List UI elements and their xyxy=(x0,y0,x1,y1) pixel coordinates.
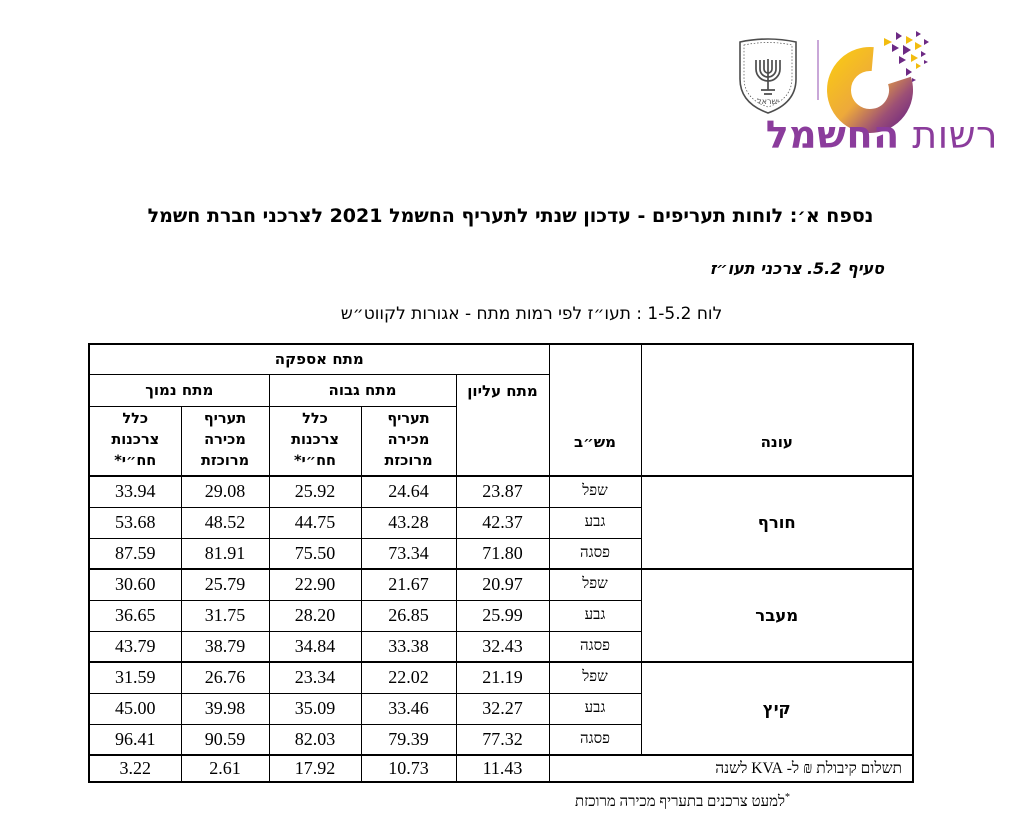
capacity-value-cell: 17.92 xyxy=(268,754,362,783)
table-caption: לוח 1-5.2 : תעו״ז לפי רמות מתח - אגורות … xyxy=(340,304,723,324)
header-lv-all-consumers: כלל צרכנות חח״י* xyxy=(88,405,182,477)
mashav-cell: פסגה xyxy=(548,537,642,570)
emblem-label: ישראל xyxy=(757,97,779,106)
header-lv-central-sale: תעריף מכירה מרוכזת xyxy=(180,405,270,477)
header-hv-all-consumers: כלל צרכנות חח״י* xyxy=(268,405,362,477)
header-season: עונה xyxy=(640,343,914,477)
tariff-value-cell: 73.34 xyxy=(360,537,457,570)
tariff-value-cell: 90.59 xyxy=(180,723,270,756)
tariff-value-cell: 53.68 xyxy=(88,506,182,539)
logo-wordmark: רשות החשמל xyxy=(766,116,998,154)
capacity-value-cell: 11.43 xyxy=(455,754,550,783)
footnote-text: למעט צרכנים בתעריף מכירה מרוכזת xyxy=(574,794,785,810)
capacity-row: תשלום קיבולת ₪ ל- KVA לשנה 11.43 10.73 1… xyxy=(88,754,914,783)
tariff-value-cell: 25.92 xyxy=(268,475,362,508)
capacity-value-cell: 10.73 xyxy=(360,754,457,783)
tariff-value-cell: 22.02 xyxy=(360,661,457,694)
tariff-value-cell: 42.37 xyxy=(455,506,550,539)
tariff-value-cell: 33.46 xyxy=(360,692,457,725)
table-row: מעבר שפל 20.97 21.67 22.90 25.79 30.60 xyxy=(88,568,914,663)
tariff-value-cell: 29.08 xyxy=(180,475,270,508)
tariff-value-cell: 44.75 xyxy=(268,506,362,539)
mashav-cell: גבע xyxy=(548,692,642,725)
tariff-value-cell: 48.52 xyxy=(180,506,270,539)
tariff-value-cell: 21.19 xyxy=(455,661,550,694)
mashav-cell: שפל xyxy=(548,661,642,694)
tariff-value-cell: 31.59 xyxy=(88,661,182,694)
israel-state-emblem-icon: ישראל xyxy=(739,38,797,114)
tariff-value-cell: 28.20 xyxy=(268,599,362,632)
electricity-authority-ring-icon xyxy=(827,31,929,133)
tariff-value-cell: 21.67 xyxy=(360,568,457,601)
mashav-cell: פסגה xyxy=(548,630,642,663)
tariff-value-cell: 33.38 xyxy=(360,630,457,663)
tariff-value-cell: 38.79 xyxy=(180,630,270,663)
logo-scatter-triangles xyxy=(884,31,929,82)
table-row: גבע 32.27 33.46 35.09 39.98 45.00 xyxy=(88,692,913,725)
section-subtitle: סעיף 5.2. צרכני תעו״ז xyxy=(709,259,884,278)
logo-wordmark-hachashmal: החשמל xyxy=(765,113,900,157)
season-cell-winter: חורף xyxy=(640,475,914,570)
header-supply-voltage: מתח אספקה xyxy=(88,343,550,375)
table-row: פסגה 71.80 73.34 75.50 81.91 87.59 xyxy=(88,537,913,570)
mashav-cell: גבע xyxy=(548,506,642,539)
tariff-value-cell: 43.79 xyxy=(88,630,182,663)
tariff-value-cell: 39.98 xyxy=(180,692,270,725)
tariff-value-cell: 34.84 xyxy=(268,630,362,663)
capacity-value-cell: 2.61 xyxy=(180,754,270,783)
tariff-value-cell: 23.34 xyxy=(268,661,362,694)
mashav-cell: שפל xyxy=(548,568,642,601)
tariff-value-cell: 87.59 xyxy=(88,537,182,570)
tariff-value-cell: 79.39 xyxy=(360,723,457,756)
tariff-value-cell: 45.00 xyxy=(88,692,182,725)
table-footnote: *למעט צרכנים בתעריף מכירה מרוכזת xyxy=(575,792,790,811)
tariff-value-cell: 22.90 xyxy=(268,568,362,601)
capacity-value-cell: 3.22 xyxy=(88,754,182,783)
tariff-value-cell: 35.09 xyxy=(268,692,362,725)
tariff-value-cell: 23.87 xyxy=(455,475,550,508)
header-hv-central-sale: תעריף מכירה מרוכזת xyxy=(360,405,457,477)
tariff-value-cell: 24.64 xyxy=(360,475,457,508)
mashav-cell: גבע xyxy=(548,599,642,632)
tariff-value-cell: 77.32 xyxy=(455,723,550,756)
header-upper-voltage: מתח עליון xyxy=(455,373,550,477)
header-mashav: מש״ב xyxy=(548,343,642,477)
tariff-value-cell: 33.94 xyxy=(88,475,182,508)
logo-separator xyxy=(817,40,819,100)
tariff-value-cell: 75.50 xyxy=(268,537,362,570)
table-row: קיץ שפל 21.19 22.02 23.34 26.76 31.59 xyxy=(88,661,914,756)
tariff-value-cell: 82.03 xyxy=(268,723,362,756)
table-row: חורף שפל 23.87 24.64 25.92 29.08 33.94 xyxy=(88,475,914,570)
mashav-cell: שפל xyxy=(548,475,642,508)
capacity-label: תשלום קיבולת ₪ ל- KVA לשנה xyxy=(548,754,914,783)
tariff-value-cell: 25.79 xyxy=(180,568,270,601)
tariff-table: עונה מש״ב מתח אספקה מתח עליון מתח גבוה מ… xyxy=(88,343,914,783)
tariff-value-cell: 32.43 xyxy=(455,630,550,663)
table-row: פסגה 32.43 33.38 34.84 38.79 43.79 xyxy=(88,630,913,663)
tariff-value-cell: 31.75 xyxy=(180,599,270,632)
tariff-value-cell: 71.80 xyxy=(455,537,550,570)
footnote-asterisk: * xyxy=(785,792,790,803)
logo-wordmark-reshut: רשות xyxy=(912,113,998,157)
tariff-value-cell: 32.27 xyxy=(455,692,550,725)
header-high-voltage: מתח גבוה xyxy=(268,373,457,407)
tariff-value-cell: 81.91 xyxy=(180,537,270,570)
mashav-cell: פסגה xyxy=(548,723,642,756)
tariff-value-cell: 43.28 xyxy=(360,506,457,539)
tariff-value-cell: 25.99 xyxy=(455,599,550,632)
tariff-value-cell: 96.41 xyxy=(88,723,182,756)
tariff-value-cell: 30.60 xyxy=(88,568,182,601)
tariff-value-cell: 36.65 xyxy=(88,599,182,632)
document-title: נספח א׳: לוחות תעריפים - עדכון שנתי לתער… xyxy=(147,205,874,227)
electricity-authority-logo: ישראל xyxy=(690,28,1010,173)
tariff-value-cell: 26.76 xyxy=(180,661,270,694)
tariff-value-cell: 26.85 xyxy=(360,599,457,632)
season-cell-transition: מעבר xyxy=(640,568,914,663)
season-cell-summer: קיץ xyxy=(640,661,914,756)
tariff-value-cell: 20.97 xyxy=(455,568,550,601)
header-low-voltage: מתח נמוך xyxy=(88,373,270,407)
